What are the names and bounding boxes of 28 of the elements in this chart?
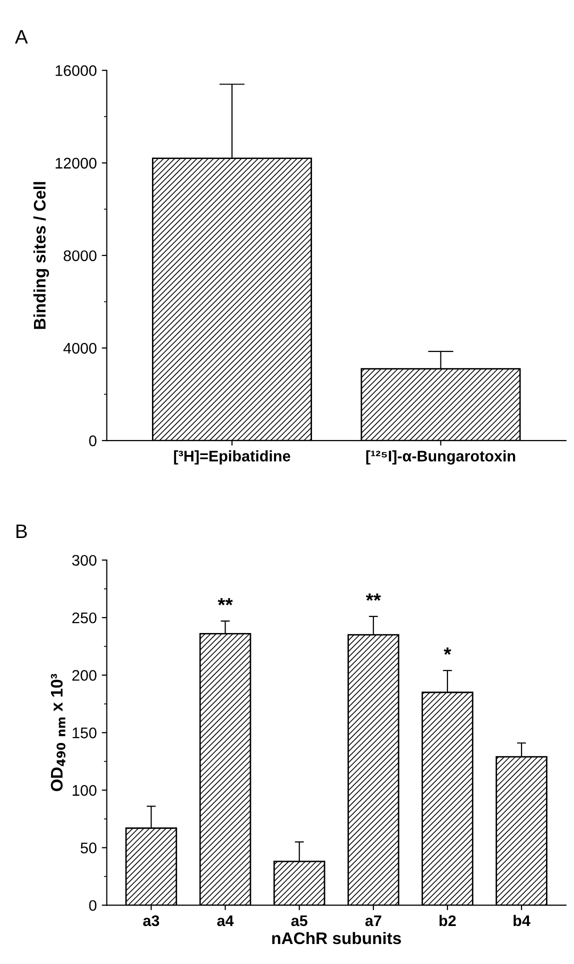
chart-title: A	[14, 30, 28, 44]
annotation: **	[366, 593, 381, 601]
y-tick-label: 4000	[63, 342, 96, 354]
annotation: *	[444, 648, 452, 655]
y-tick-label: 16000	[56, 65, 96, 76]
x-tick-label: [¹²⁵I]-α-Bungarotoxin	[366, 450, 516, 465]
y-tick-label: 200	[72, 670, 96, 681]
y-tick-label: 300	[72, 554, 96, 566]
chart-title: B	[16, 524, 27, 538]
y-tick-label: 250	[72, 612, 96, 624]
x-tick-label: b4	[514, 914, 530, 926]
y-tick-label: 0	[89, 435, 96, 446]
y-tick-label: 0	[89, 900, 96, 911]
y-tick-label: 50	[80, 842, 96, 854]
y-tick-label: 150	[72, 728, 96, 738]
x-axis-title: nAChR subunits	[272, 932, 401, 944]
x-tick-label: b2	[440, 914, 456, 926]
y-tick-label: 8000	[64, 250, 96, 262]
y-axis-title: OD$_{490 nm}$ x 10³	[50, 674, 66, 792]
x-tick-label: a4	[217, 915, 234, 926]
x-tick-label: [³H]=Epibatidine	[174, 450, 290, 465]
y-tick-label: 100	[72, 785, 96, 796]
x-tick-label: a3	[143, 915, 160, 926]
x-tick-label: a7	[365, 915, 382, 926]
y-axis-title: Binding sites / Cell	[33, 182, 50, 329]
annotation: **	[218, 598, 233, 606]
y-tick-label: 12000	[56, 158, 96, 169]
x-tick-label: a5	[291, 915, 308, 926]
